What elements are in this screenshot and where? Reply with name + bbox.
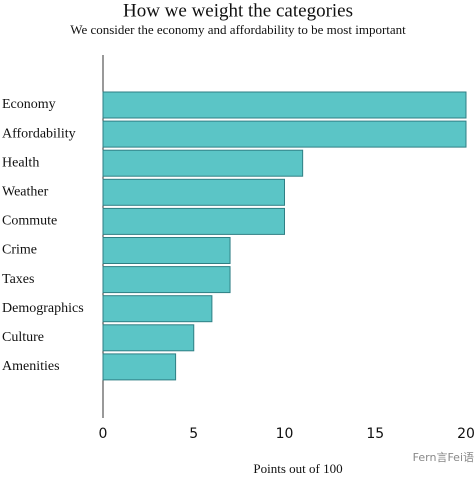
y-tick-label: Commute	[2, 214, 57, 229]
bar	[102, 91, 467, 119]
y-tick-label: Affordability	[2, 126, 76, 141]
chart-subtitle: We consider the economy and affordabilit…	[70, 22, 406, 37]
x-tick-label: 0	[99, 426, 108, 442]
y-tick-label: Health	[2, 155, 39, 170]
y-tick-label: Weather	[2, 185, 49, 200]
y-tick-label: Culture	[2, 330, 44, 345]
x-tick-label: 10	[276, 426, 294, 442]
x-axis-label: Points out of 100	[253, 461, 342, 476]
bar	[102, 353, 177, 381]
y-tick-label: Crime	[2, 243, 37, 258]
y-tick-label: Taxes	[2, 272, 34, 287]
chart-title: How we weight the categories	[123, 0, 353, 21]
y-tick-label: Amenities	[2, 359, 60, 374]
watermark: Fern言Fei语	[413, 451, 474, 464]
x-tick-label: 5	[189, 426, 198, 442]
bar	[102, 237, 231, 264]
x-tick-label: 15	[366, 426, 384, 442]
bar	[102, 207, 285, 235]
bar	[102, 295, 213, 323]
y-tick-label: Demographics	[2, 301, 84, 316]
x-tick-label: 20	[457, 426, 475, 442]
bar	[102, 266, 231, 294]
y-tick-label: Economy	[2, 97, 56, 112]
bar	[102, 324, 195, 352]
bar	[102, 149, 304, 177]
bar	[102, 178, 285, 206]
bar	[102, 120, 467, 148]
